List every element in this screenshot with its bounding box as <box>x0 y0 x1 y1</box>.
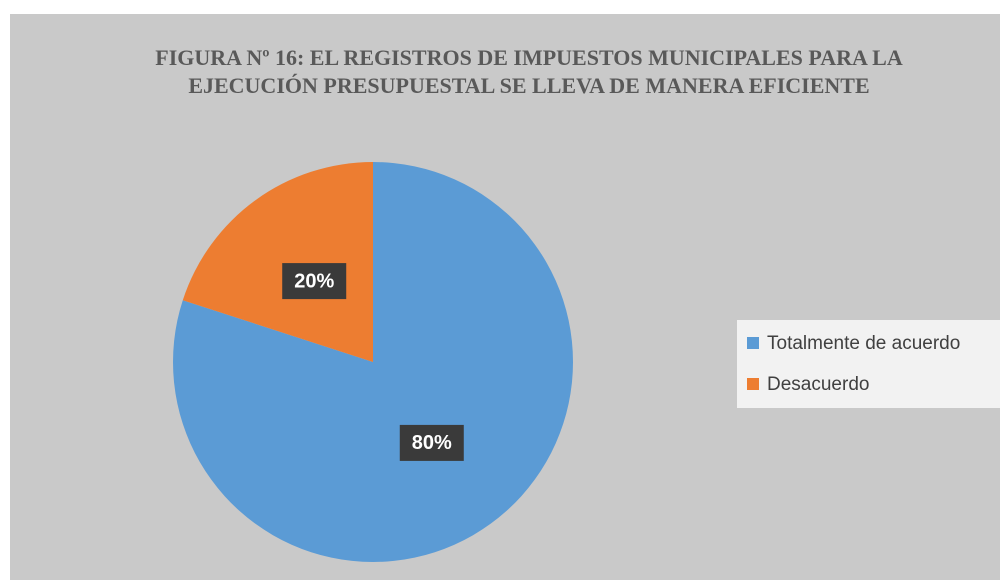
legend-label: Desacuerdo <box>767 374 869 395</box>
legend-swatch <box>747 337 759 349</box>
pie-slice <box>173 162 573 563</box>
pie-slice <box>182 162 373 362</box>
data-label: 80% <box>412 432 452 454</box>
chart-title: FIGURA Nº 16: EL REGISTROS DE IMPUESTOS … <box>155 45 903 98</box>
legend-swatch <box>747 378 759 390</box>
legend-label: Totalmente de acuerdo <box>767 333 960 354</box>
data-label-box <box>399 424 464 461</box>
data-label-box <box>282 263 347 300</box>
data-label: 20% <box>294 270 334 292</box>
legend-box <box>737 320 1000 408</box>
